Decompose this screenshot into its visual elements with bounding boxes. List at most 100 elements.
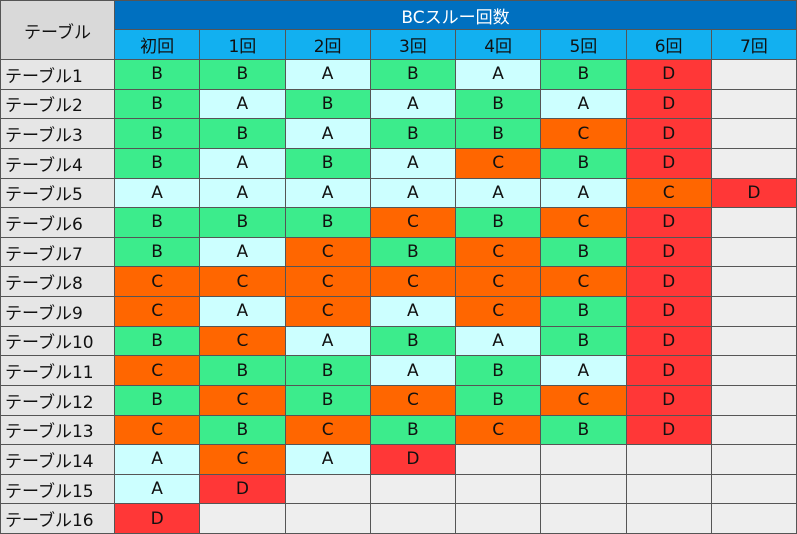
row-header: テーブル13 bbox=[1, 415, 114, 445]
table-cell: A bbox=[115, 178, 200, 208]
table-cell: B bbox=[115, 385, 200, 415]
table-cell: B bbox=[456, 356, 541, 385]
empty-cell bbox=[711, 385, 796, 415]
empty-cell bbox=[200, 504, 285, 533]
table-cell: B bbox=[541, 60, 626, 89]
table-cell: C bbox=[541, 119, 626, 148]
table-cell: A bbox=[285, 326, 370, 356]
table-cell: C bbox=[200, 385, 285, 415]
empty-cell bbox=[285, 474, 370, 504]
table-cell: A bbox=[370, 148, 455, 178]
table-cell: A bbox=[370, 178, 455, 208]
empty-cell bbox=[711, 237, 796, 267]
table-cell: A bbox=[285, 178, 370, 208]
table-cell: D bbox=[626, 415, 711, 445]
table-cell: B bbox=[115, 119, 200, 148]
empty-cell bbox=[711, 60, 796, 89]
table-cell: C bbox=[626, 178, 711, 208]
table-cell: B bbox=[456, 208, 541, 237]
table-cell: B bbox=[115, 148, 200, 178]
empty-cell bbox=[626, 474, 711, 504]
empty-cell bbox=[370, 504, 455, 533]
empty-cell bbox=[285, 504, 370, 533]
corner-header: テーブル bbox=[1, 1, 114, 59]
table-cell: D bbox=[626, 326, 711, 356]
table-cell: A bbox=[200, 148, 285, 178]
empty-cell bbox=[711, 326, 796, 356]
empty-cell bbox=[711, 208, 796, 237]
row-header: テーブル6 bbox=[1, 208, 114, 237]
empty-cell bbox=[626, 504, 711, 533]
column-header: 7回 bbox=[711, 30, 796, 59]
empty-cell bbox=[541, 504, 626, 533]
row-header: テーブル4 bbox=[1, 148, 114, 178]
table-cell: C bbox=[285, 297, 370, 326]
table-cell: A bbox=[370, 297, 455, 326]
table-cell: D bbox=[626, 297, 711, 326]
table-cell: B bbox=[285, 89, 370, 119]
empty-cell bbox=[541, 445, 626, 474]
row-header: テーブル16 bbox=[1, 504, 114, 533]
table-cell: C bbox=[285, 267, 370, 296]
table-cell: D bbox=[626, 60, 711, 89]
table-cell: D bbox=[626, 148, 711, 178]
table-cell: D bbox=[370, 445, 455, 474]
table-cell: C bbox=[541, 208, 626, 237]
table-cell: A bbox=[456, 326, 541, 356]
row-header: テーブル14 bbox=[1, 445, 114, 474]
column-header: 4回 bbox=[456, 30, 541, 59]
table-cell: A bbox=[285, 445, 370, 474]
table-cell: C bbox=[456, 267, 541, 296]
table-cell: B bbox=[541, 148, 626, 178]
table-cell: B bbox=[456, 119, 541, 148]
row-header: テーブル2 bbox=[1, 89, 114, 119]
empty-cell bbox=[711, 474, 796, 504]
table-cell: A bbox=[541, 178, 626, 208]
table-cell: B bbox=[285, 356, 370, 385]
table-cell: C bbox=[285, 415, 370, 445]
row-header: テーブル12 bbox=[1, 385, 114, 415]
table-cell: B bbox=[115, 60, 200, 89]
table-cell: D bbox=[115, 504, 200, 533]
table-cell: B bbox=[370, 60, 455, 89]
table-cell: B bbox=[285, 385, 370, 415]
row-header: テーブル11 bbox=[1, 356, 114, 385]
table-cell: C bbox=[115, 297, 200, 326]
empty-cell bbox=[711, 89, 796, 119]
table-cell: B bbox=[541, 237, 626, 267]
table-cell: D bbox=[626, 89, 711, 119]
table-cell: C bbox=[115, 356, 200, 385]
table-cell: C bbox=[456, 237, 541, 267]
table-cell: D bbox=[626, 356, 711, 385]
table-cell: A bbox=[200, 178, 285, 208]
table-cell: A bbox=[115, 474, 200, 504]
table-cell: A bbox=[456, 178, 541, 208]
table-cell: A bbox=[200, 297, 285, 326]
table-cell: B bbox=[541, 415, 626, 445]
table-cell: A bbox=[115, 445, 200, 474]
row-header: テーブル10 bbox=[1, 326, 114, 356]
empty-cell bbox=[541, 474, 626, 504]
table-cell: B bbox=[456, 89, 541, 119]
table-cell: A bbox=[200, 237, 285, 267]
table-cell: D bbox=[626, 208, 711, 237]
empty-cell bbox=[711, 297, 796, 326]
table-cell: D bbox=[626, 119, 711, 148]
table-cell: C bbox=[200, 267, 285, 296]
table-cell: C bbox=[115, 267, 200, 296]
table-cell: B bbox=[541, 297, 626, 326]
table-cell: C bbox=[370, 267, 455, 296]
table-cell: C bbox=[115, 415, 200, 445]
table-cell: B bbox=[370, 237, 455, 267]
row-header: テーブル8 bbox=[1, 267, 114, 296]
row-header: テーブル15 bbox=[1, 474, 114, 504]
table-cell: B bbox=[456, 385, 541, 415]
row-header: テーブル1 bbox=[1, 60, 114, 89]
table-cell: A bbox=[370, 356, 455, 385]
table-cell: B bbox=[370, 415, 455, 445]
table-cell: A bbox=[541, 356, 626, 385]
table-cell: C bbox=[370, 208, 455, 237]
empty-cell bbox=[456, 445, 541, 474]
table-cell: B bbox=[370, 326, 455, 356]
